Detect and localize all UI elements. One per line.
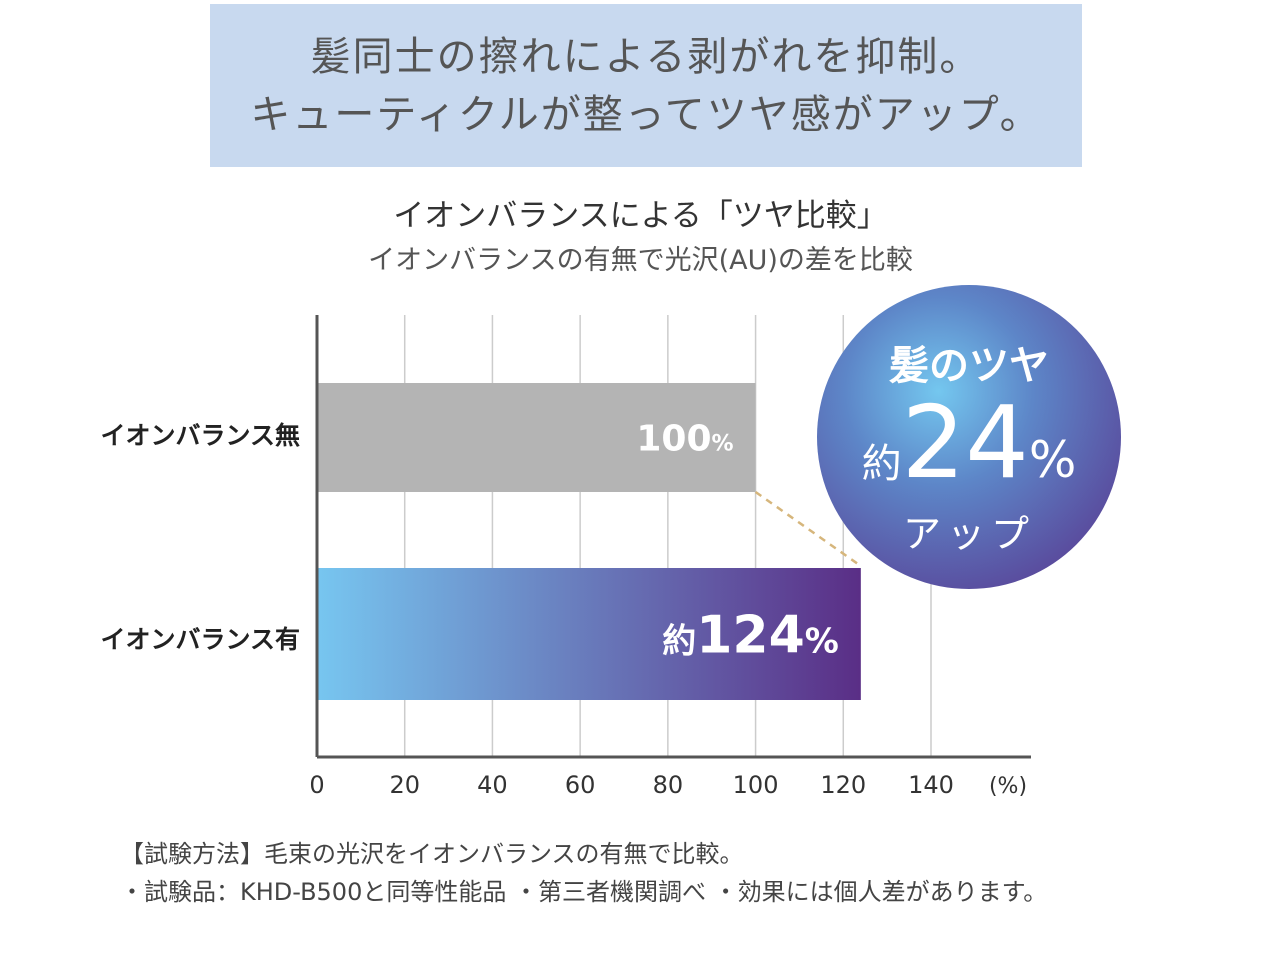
x-tick-label: 100 [733,771,779,799]
bar-0 [317,383,756,492]
x-tick-label: 80 [653,771,684,799]
badge-caption: アップ [902,512,1035,556]
bar-data-label: 約124% [662,606,839,666]
badge-unit: % [1028,431,1077,489]
footnote-method: 【試験方法】毛束の光沢をイオンバランスの有無で比較。 [120,840,744,868]
x-tick-label: 120 [820,771,866,799]
badge-value: 24 [901,384,1029,501]
x-tick-label: 20 [389,771,420,799]
category-label-with: イオンバランス有 [100,625,300,654]
x-tick-label: 0 [309,771,324,799]
x-tick-label: 40 [477,771,508,799]
chart-title: イオンバランスによる「ツヤ比較」 [393,198,888,234]
footnotes: 【試験方法】毛束の光沢をイオンバランスの有無で比較。 ・試験品：KHD-B500… [120,835,1047,911]
footnote-details: ・試験品：KHD-B500と同等性能品 ・第三者機関調べ ・効果には個人差があり… [120,878,1048,906]
chart-subtitle: イオンバランスの有無で光沢(AU)の差を比較 [368,245,913,276]
x-axis-unit: (%) [989,774,1027,799]
header-line-1: 髪同士の擦れによる剥がれを抑制。 [310,34,982,80]
x-tick-label: 60 [565,771,596,799]
x-tick-label: 140 [908,771,954,799]
header-banner: 髪同士の擦れによる剥がれを抑制。 キューティクルが整ってツヤ感がアップ。 [210,4,1082,167]
bar-data-label: 100% [636,418,733,459]
bar-1 [317,568,861,700]
badge-title: 髪のツヤ [889,343,1049,389]
category-label-without: イオンバランス無 [100,421,300,450]
connector-dashed-line [754,490,862,568]
header-line-2: キューティクルが整ってツヤ感がアップ。 [250,92,1042,138]
gloss-increase-badge: 髪のツヤ 約24% アップ [817,285,1121,589]
badge-prefix: 約 [861,441,902,487]
